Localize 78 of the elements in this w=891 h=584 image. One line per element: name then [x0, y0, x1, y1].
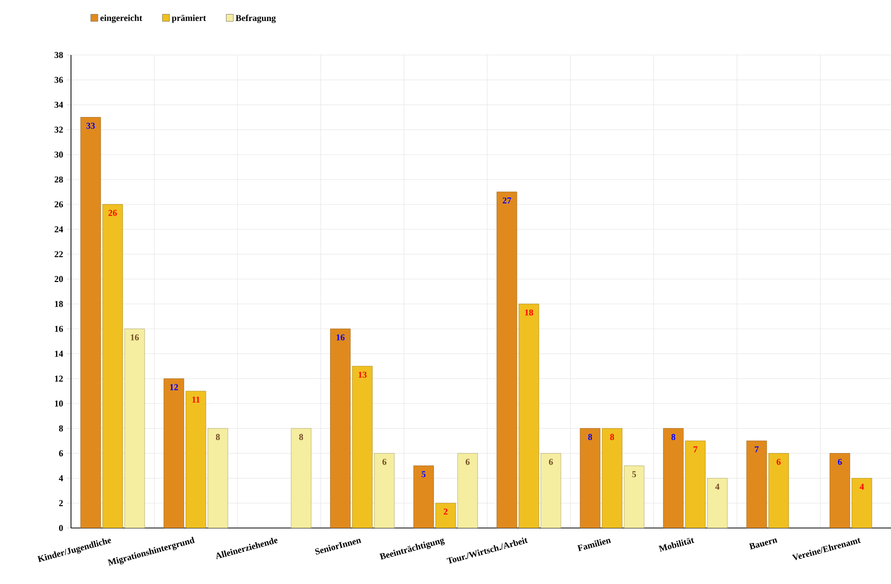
y-tick-label: 12 — [54, 376, 63, 382]
y-tick-label: 4 — [58, 475, 64, 482]
data-label: 5 — [632, 471, 636, 478]
bar — [435, 502, 456, 528]
bar — [624, 466, 644, 528]
y-tick-label: 8 — [59, 425, 63, 432]
bar — [685, 440, 706, 528]
bar — [290, 428, 312, 528]
y-tick-label: 16 — [54, 326, 63, 332]
data-label: 4 — [860, 484, 864, 490]
y-tick-label: 36 — [54, 76, 63, 83]
bar — [496, 192, 518, 528]
y-tick-label: 18 — [54, 300, 63, 307]
data-label: 26 — [108, 210, 117, 216]
bar — [374, 453, 395, 528]
y-tick-label: 6 — [59, 450, 63, 456]
data-label: 18 — [525, 309, 534, 316]
y-tick-label: 38 — [54, 52, 63, 58]
data-label: 33 — [86, 122, 95, 129]
y-tick-label: 2 — [59, 500, 63, 506]
bar — [830, 453, 850, 528]
legend-label: eingereicht — [100, 14, 142, 23]
bar — [540, 453, 562, 528]
bar — [707, 478, 728, 528]
data-label: 16 — [336, 334, 345, 340]
bar — [102, 204, 123, 528]
data-label: 5 — [422, 471, 426, 478]
bar — [580, 428, 600, 528]
bar — [602, 428, 622, 528]
bar — [746, 440, 767, 528]
bar — [768, 453, 789, 528]
data-label: 13 — [358, 372, 367, 378]
legend-label: Befragung — [236, 14, 276, 23]
x-tick-label: Mobilität — [658, 538, 694, 552]
data-label: 7 — [754, 446, 759, 452]
legend-label: prämiert — [172, 14, 206, 23]
bar — [518, 304, 540, 528]
data-label: 6 — [548, 458, 553, 465]
x-tick-label: Bauern — [748, 538, 778, 550]
y-tick-label: 22 — [54, 251, 63, 258]
y-tick-label: 24 — [54, 226, 64, 232]
bar — [330, 328, 351, 528]
data-label: 7 — [694, 446, 698, 452]
y-tick-label: 26 — [54, 201, 63, 208]
y-tick-label: 28 — [54, 176, 63, 183]
data-label: 6 — [776, 458, 781, 465]
data-label: 6 — [838, 458, 842, 465]
bar — [457, 453, 478, 528]
y-tick-label: 30 — [54, 152, 63, 158]
bar — [186, 390, 206, 528]
data-label: 6 — [382, 458, 386, 465]
data-label: 8 — [671, 434, 676, 440]
data-label: 8 — [216, 434, 220, 440]
y-tick-label: 0 — [59, 524, 63, 532]
bar — [413, 466, 434, 528]
x-tick-label: Familien — [577, 538, 612, 552]
y-tick-label: 32 — [54, 126, 63, 133]
bar — [80, 117, 101, 528]
y-tick-label: 20 — [54, 276, 63, 282]
bar — [164, 378, 184, 528]
y-tick-label: 10 — [54, 400, 63, 407]
data-label: 8 — [588, 434, 592, 440]
bar — [352, 366, 373, 528]
bar — [852, 478, 872, 528]
data-label: 2 — [444, 508, 448, 515]
data-label: 4 — [715, 484, 720, 490]
data-label: 16 — [130, 334, 139, 340]
y-tick-label: 34 — [54, 102, 64, 108]
data-label: 8 — [610, 434, 614, 440]
data-label: 11 — [192, 396, 200, 403]
bar — [208, 428, 228, 528]
bar — [663, 428, 684, 528]
y-tick-label: 14 — [54, 350, 64, 357]
bar — [124, 328, 145, 528]
data-label: 6 — [466, 458, 470, 465]
data-label: 12 — [170, 384, 178, 390]
data-label: 27 — [502, 197, 512, 204]
data-label: 8 — [299, 434, 304, 440]
